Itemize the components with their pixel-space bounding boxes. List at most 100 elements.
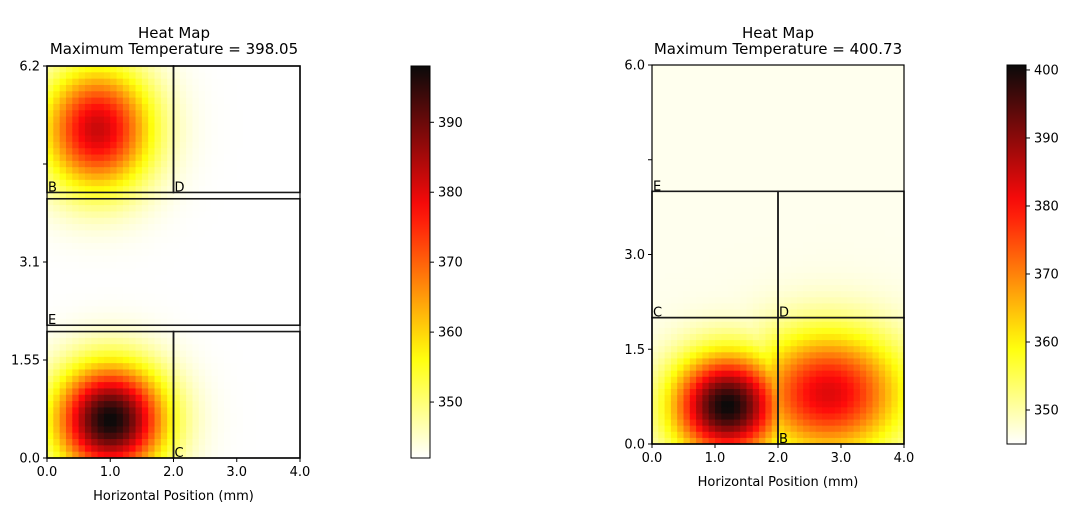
- heat-cell: [708, 83, 716, 91]
- heat-cell: [859, 321, 867, 329]
- heat-cell: [262, 439, 269, 446]
- heat-cell: [803, 407, 811, 415]
- heat-cell: [198, 205, 206, 213]
- heat-cell: [696, 181, 703, 188]
- heat-cell: [268, 230, 276, 238]
- heat-cell: [809, 175, 817, 182]
- heat-cell: [53, 413, 61, 421]
- heat-cell: [784, 120, 792, 127]
- heat-cell: [84, 66, 92, 73]
- heat-cell: [211, 148, 219, 156]
- heat-cell: [160, 249, 168, 257]
- heat-cell: [198, 382, 206, 390]
- heat-cell: [141, 331, 149, 339]
- heat-cell: [771, 340, 779, 347]
- heat-cell: [872, 382, 880, 390]
- heat-cell: [891, 77, 899, 84]
- heat-cell: [47, 445, 54, 453]
- heat-cell: [91, 280, 99, 288]
- heat-cell: [262, 432, 269, 440]
- heat-cell: [759, 236, 766, 243]
- heat-cell: [268, 141, 276, 149]
- heat-cell: [53, 66, 61, 73]
- heat-cell: [841, 144, 848, 152]
- heat-cell: [141, 451, 149, 459]
- heat-cell: [853, 162, 861, 170]
- heat-cell: [872, 370, 880, 378]
- heat-cell: [771, 431, 779, 439]
- heat-cell: [198, 318, 206, 326]
- heat-cell: [664, 181, 672, 188]
- heat-cell: [53, 205, 61, 213]
- heat-cell: [658, 144, 666, 152]
- heat-cell: [815, 346, 823, 353]
- heat-cell: [122, 325, 130, 333]
- heat-cell: [752, 431, 760, 439]
- heat-cell: [878, 413, 886, 421]
- heat-cell: [677, 217, 685, 225]
- heat-cell: [230, 103, 238, 111]
- heat-cell: [230, 122, 238, 130]
- heat-cell: [677, 346, 685, 353]
- heat-cell: [784, 236, 792, 243]
- heat-cell: [765, 340, 773, 347]
- heat-cell: [59, 205, 67, 213]
- heat-cell: [822, 193, 829, 201]
- heat-cell: [274, 344, 282, 352]
- heat-cell: [796, 120, 804, 127]
- heat-cell: [658, 260, 666, 268]
- heat-cell: [224, 72, 232, 80]
- heat-cell: [47, 217, 54, 225]
- heat-cell: [784, 254, 792, 262]
- heat-cell: [790, 71, 798, 78]
- heat-cell: [198, 110, 206, 118]
- heat-cell: [696, 431, 703, 439]
- heat-cell: [878, 395, 886, 402]
- heat-cell: [255, 224, 263, 231]
- heat-cell: [872, 327, 880, 335]
- heat-cell: [872, 364, 880, 372]
- heat-cell: [803, 150, 811, 158]
- heat-cell: [740, 370, 748, 378]
- heat-cell: [702, 254, 710, 262]
- heat-cell: [141, 401, 149, 409]
- heat-cell: [746, 95, 754, 103]
- heat-map-chart-2: Heat Map Maximum Temperature = 400.73 EC…: [624, 24, 1059, 490]
- heat-cell: [230, 306, 238, 314]
- heat-cell: [683, 223, 691, 231]
- heat-cell: [160, 192, 168, 200]
- heat-cell: [784, 425, 792, 433]
- heat-cell: [47, 394, 54, 402]
- heat-cell: [192, 432, 200, 440]
- heat-cell: [236, 363, 244, 371]
- heat-cell: [53, 211, 61, 219]
- heat-cell: [702, 168, 710, 176]
- heat-cell: [897, 266, 905, 274]
- heat-cell: [53, 91, 61, 99]
- heat-cell: [866, 340, 874, 347]
- heat-cell: [160, 274, 168, 282]
- heat-cell: [727, 388, 735, 396]
- heat-cell: [249, 116, 257, 124]
- heat-cell: [664, 401, 672, 408]
- heat-cell: [217, 413, 225, 421]
- heat-cell: [173, 268, 181, 276]
- heat-cell: [103, 280, 111, 288]
- heat-cell: [205, 173, 213, 181]
- heat-cell: [97, 141, 105, 149]
- heat-cell: [116, 407, 124, 415]
- heat-cell: [243, 217, 250, 225]
- heat-cell: [205, 293, 213, 301]
- heat-cell: [721, 120, 729, 127]
- heat-cell: [268, 91, 276, 99]
- heat-cell: [778, 242, 785, 249]
- heat-cell: [78, 103, 86, 111]
- heat-cell: [878, 382, 886, 390]
- heat-cell: [721, 254, 729, 262]
- heat-cell: [796, 272, 804, 280]
- heat-cell: [116, 97, 124, 105]
- heat-cell: [129, 445, 137, 453]
- heat-cell: [211, 407, 219, 415]
- heat-cell: [268, 426, 276, 434]
- heat-cell: [243, 344, 250, 352]
